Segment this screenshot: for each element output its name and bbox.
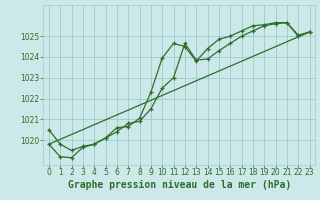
X-axis label: Graphe pression niveau de la mer (hPa): Graphe pression niveau de la mer (hPa) [68,180,291,190]
